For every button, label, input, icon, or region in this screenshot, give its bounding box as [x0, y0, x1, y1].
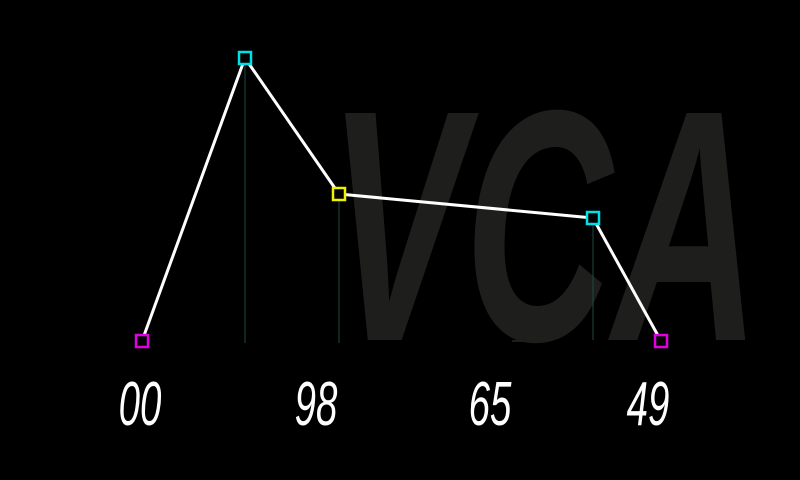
stage-value-3: 65: [469, 369, 512, 439]
attack-node-handle[interactable]: [237, 50, 253, 66]
module-watermark: VCA: [328, 42, 760, 411]
envelope-nodes: [134, 50, 669, 349]
stage-value-4: 49: [627, 369, 670, 439]
start-node-handle[interactable]: [134, 333, 150, 349]
guide-lines: [244, 60, 594, 343]
sustain-node-handle[interactable]: [585, 210, 601, 226]
stage-value-1: 00: [119, 369, 162, 439]
release-node-handle[interactable]: [653, 333, 669, 349]
stage-readouts: 00 98 65 49: [119, 369, 670, 439]
stage-value-2: 98: [295, 369, 338, 439]
decay-node-handle[interactable]: [331, 186, 347, 202]
